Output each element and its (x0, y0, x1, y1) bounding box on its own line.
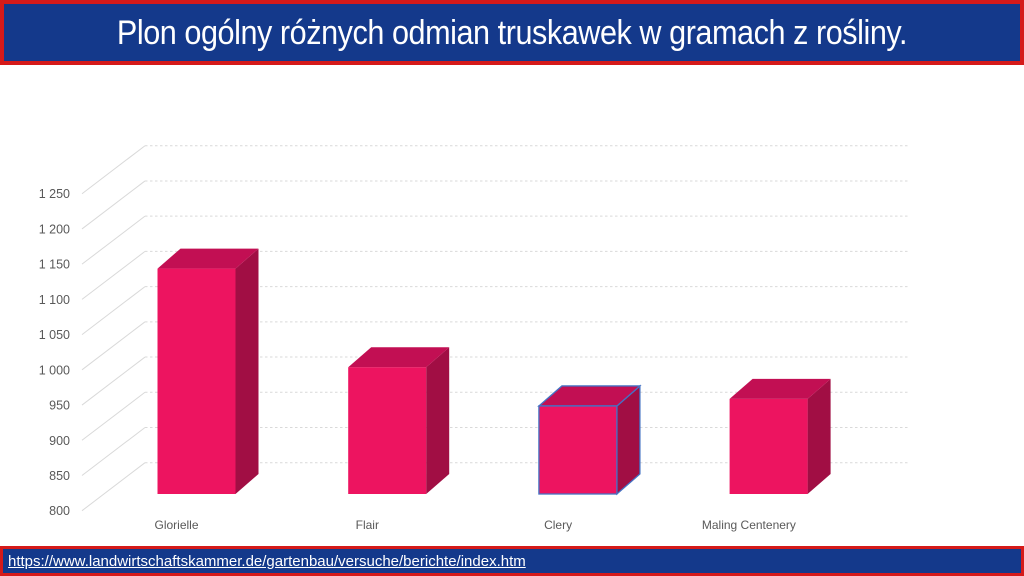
title-banner: Plon ogólny różnych odmian truskawek w g… (0, 0, 1024, 65)
source-footer: https://www.landwirtschaftskammer.de/gar… (0, 546, 1024, 576)
y-axis-tick-label: 1 100 (39, 293, 70, 307)
bar-front-face (157, 268, 236, 494)
y-axis-tick-label: 1 000 (39, 363, 70, 377)
y-axis-tick-label: 900 (49, 434, 70, 448)
bar-side-face (235, 248, 259, 494)
bar-maling-centenery[interactable] (729, 378, 831, 494)
bar-top-face (729, 378, 831, 399)
category-label-flair: Flair (356, 518, 379, 532)
y-axis-tick-label: 1 150 (39, 258, 70, 272)
bar-top-face (157, 248, 259, 269)
bar-front-face (538, 405, 618, 495)
y-axis-tick-label: 1 200 (39, 222, 70, 236)
y-axis-tick-label: 1 050 (39, 328, 70, 342)
gridline-depth (81, 250, 146, 300)
gridline-depth (81, 356, 146, 406)
bar-side-face (807, 378, 831, 494)
chart-canvas: 800 850 900 950 1 000 1 050 1 100 1 150 1 200 1 2… (39, 145, 910, 532)
bar-front-face (729, 398, 808, 494)
gridline-depth (81, 180, 146, 230)
bar-flair[interactable] (348, 347, 450, 494)
bar-glorielle[interactable] (157, 248, 259, 494)
source-url-link[interactable]: https://www.landwirtschaftskammer.de/gar… (8, 552, 526, 570)
bar-chart: 800 850 900 950 1 000 1 050 1 100 1 150 1 200 1 2… (0, 65, 1024, 546)
gridline-depth (81, 321, 146, 371)
bar-clery[interactable] (537, 384, 642, 496)
gridline-depth (81, 462, 146, 512)
gridline-depth (81, 391, 146, 441)
bar-top-face (348, 347, 450, 368)
y-axis-tick-label: 950 (49, 399, 70, 413)
bar-side-face (426, 347, 450, 494)
category-label-glorielle: Glorielle (154, 518, 198, 532)
bar-front-face (348, 367, 427, 494)
gridline-depth (81, 427, 146, 476)
y-axis-tick-labels: 800 850 900 950 1 000 1 050 1 100 1 150 1 200 1 2… (39, 187, 70, 518)
category-label-maling-centenery: Maling Centenery (702, 518, 796, 532)
y-axis-tick-label: 850 (49, 469, 70, 483)
gridlines (81, 145, 910, 512)
y-axis-tick-label: 1 250 (39, 187, 70, 201)
y-axis-tick-label: 800 (49, 504, 70, 518)
gridline-depth (81, 286, 146, 335)
category-label-clery: Clery (544, 518, 572, 532)
gridline-depth (81, 215, 146, 265)
gridline-depth (81, 145, 146, 195)
page-title: Plon ogólny różnych odmian truskawek w g… (116, 13, 908, 52)
